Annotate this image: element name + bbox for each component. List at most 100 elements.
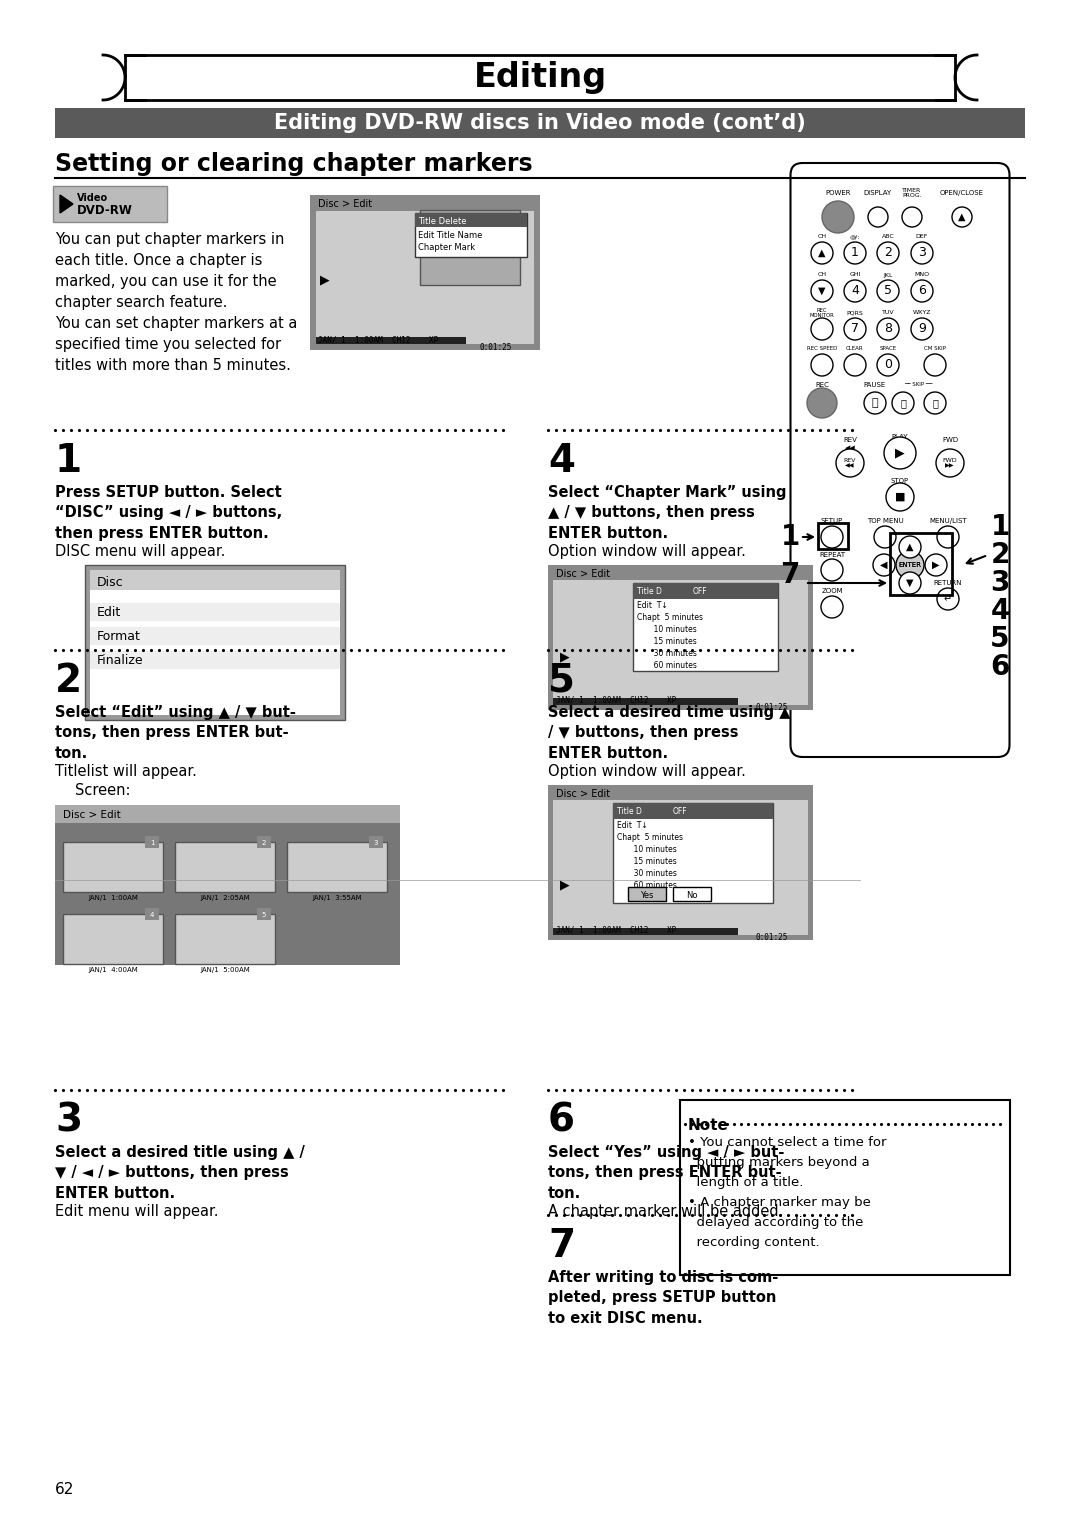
Bar [310,196,540,350]
Text: No: No [686,891,698,900]
Text: ⏸: ⏸ [872,397,878,408]
Text: Setting or clearing chapter markers: Setting or clearing chapter markers [55,151,532,176]
Text: You can set chapter markers at a: You can set chapter markers at a [55,316,297,332]
Text: Editing DVD-RW discs in Video mode (cont’d): Editing DVD-RW discs in Video mode (cont… [274,113,806,133]
Bar [613,804,773,819]
Text: 7: 7 [781,561,799,588]
Text: WXYZ: WXYZ [913,310,931,315]
Ellipse shape [886,483,914,510]
Ellipse shape [807,388,837,419]
Text: ── SKIP ──: ── SKIP ── [904,382,932,388]
Bar [90,570,340,590]
Text: Select a desired time using ▲
/ ▼ buttons, then press
ENTER button.: Select a desired time using ▲ / ▼ button… [548,704,791,761]
Text: ENTER: ENTER [899,562,921,568]
Text: CH: CH [818,234,826,240]
Text: specified time you selected for: specified time you selected for [55,338,281,351]
Text: JKL: JKL [883,272,893,278]
Text: Edit: Edit [97,607,121,619]
Ellipse shape [877,354,899,376]
Bar [55,805,400,824]
Text: FWD: FWD [942,437,958,443]
Bar [553,698,738,704]
Text: Option window will appear.: Option window will appear. [548,544,746,559]
Text: 62: 62 [55,1482,75,1497]
Ellipse shape [912,280,933,303]
Bar [627,886,666,902]
Text: • You cannot select a time for: • You cannot select a time for [688,1135,887,1149]
Text: putting markers beyond a: putting markers beyond a [688,1157,869,1169]
Text: JAN/1  4:00AM: JAN/1 4:00AM [89,967,138,973]
Text: 60 minutes: 60 minutes [617,880,677,889]
Text: CM SKIP: CM SKIP [924,347,946,351]
Text: ◀◀: ◀◀ [845,445,855,451]
Text: 0: 0 [885,359,892,371]
Bar [90,651,340,669]
Text: DISC menu will appear.: DISC menu will appear. [55,544,226,559]
Text: 15 minutes: 15 minutes [617,857,677,865]
Bar [55,805,400,966]
Text: TUV: TUV [881,310,894,315]
Text: 3: 3 [55,1102,82,1140]
Bar [63,914,163,964]
Text: ⏪: ⏪ [900,397,906,408]
Text: DVD-RW: DVD-RW [77,203,133,217]
Text: ▲: ▲ [906,542,914,552]
Text: Edit Title Name: Edit Title Name [418,231,483,240]
Text: You can put chapter markers in: You can put chapter markers in [55,232,284,248]
Text: 4: 4 [150,912,154,918]
Ellipse shape [877,318,899,341]
Ellipse shape [937,526,959,549]
Text: ABC: ABC [881,234,894,240]
Ellipse shape [902,206,922,228]
Text: CH: CH [818,272,826,278]
Bar [90,604,340,620]
Text: 0:01:25: 0:01:25 [480,342,512,351]
Text: REC: REC [815,382,829,388]
Text: REV: REV [843,437,856,443]
Text: JAN/1  2:05AM: JAN/1 2:05AM [200,895,249,902]
Ellipse shape [821,596,843,617]
Bar [90,626,340,645]
Ellipse shape [811,354,833,376]
Text: 1: 1 [55,442,82,480]
Text: ■: ■ [894,492,905,503]
Text: 3: 3 [990,568,1010,597]
Text: TIMER
PROG.: TIMER PROG. [902,188,922,199]
Text: Format: Format [97,631,140,643]
Ellipse shape [885,437,916,469]
FancyBboxPatch shape [53,186,167,222]
Text: 5: 5 [261,912,266,918]
Text: ZOOM: ZOOM [821,588,842,594]
Ellipse shape [937,588,959,610]
Text: chapter search feature.: chapter search feature. [55,295,228,310]
Ellipse shape [899,571,921,594]
Text: REC SPEED: REC SPEED [807,347,837,351]
Bar [175,842,275,892]
Ellipse shape [843,318,866,341]
Ellipse shape [877,280,899,303]
Text: 10 minutes: 10 minutes [637,625,697,634]
Text: 7: 7 [851,322,859,336]
Text: ▶: ▶ [895,446,905,460]
Text: Select “Yes” using ◄ / ► but-
tons, then press ENTER but-
ton.: Select “Yes” using ◄ / ► but- tons, then… [548,1144,784,1201]
Ellipse shape [843,280,866,303]
Ellipse shape [868,206,888,228]
Text: 0:01:25: 0:01:25 [755,703,787,712]
Bar [633,584,778,671]
Bar [548,785,813,940]
Text: Video: Video [77,193,108,203]
Text: REPEAT: REPEAT [819,552,845,558]
Ellipse shape [924,555,947,576]
Text: 1: 1 [781,523,799,552]
Ellipse shape [843,241,866,264]
Bar [673,886,711,902]
Text: Chapt  5 minutes: Chapt 5 minutes [637,613,703,622]
Ellipse shape [843,354,866,376]
Ellipse shape [873,555,895,576]
Text: 5: 5 [885,284,892,298]
Text: Select “Edit” using ▲ / ▼ but-
tons, then press ENTER but-
ton.: Select “Edit” using ▲ / ▼ but- tons, the… [55,704,296,761]
Ellipse shape [811,318,833,341]
Ellipse shape [912,318,933,341]
FancyBboxPatch shape [791,163,1010,756]
Text: Press SETUP button. Select
“DISC” using ◄ / ► buttons,
then press ENTER button.: Press SETUP button. Select “DISC” using … [55,484,282,541]
